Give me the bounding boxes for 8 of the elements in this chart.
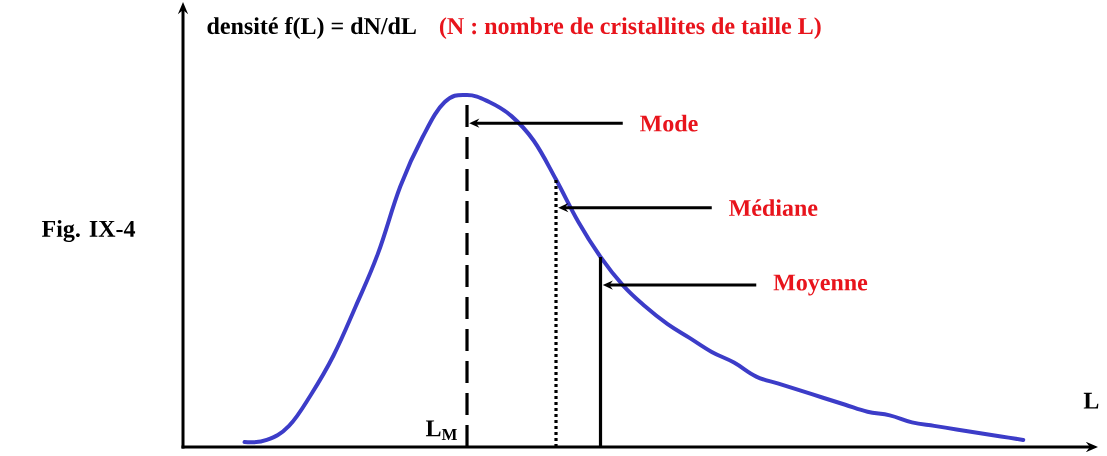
text: Fig. IX-4	[41, 220, 136, 242]
y-axis-title: densité f(L) = dN/dL	[207, 17, 416, 40]
x-axis-title: L	[1083, 392, 1099, 409]
annotation: Médiane	[729, 199, 818, 217]
annotation: L$_{M}$	[425, 420, 457, 440]
chart-subtitle: (N : nombre de cristallites de taille L)	[439, 17, 821, 40]
annotation: Mode	[640, 114, 698, 132]
annotation: Moyenne	[773, 274, 868, 296]
